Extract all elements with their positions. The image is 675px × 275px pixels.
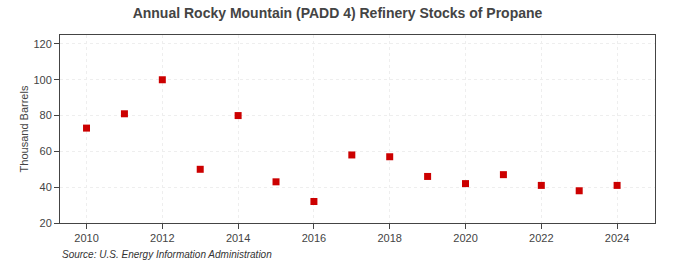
svg-text:2018: 2018 bbox=[377, 232, 401, 244]
svg-text:80: 80 bbox=[40, 109, 52, 121]
svg-text:Source: U.S. Energy Informatio: Source: U.S. Energy Information Administ… bbox=[62, 249, 272, 260]
svg-text:2014: 2014 bbox=[226, 232, 250, 244]
svg-text:2012: 2012 bbox=[150, 232, 174, 244]
svg-text:100: 100 bbox=[33, 74, 51, 86]
svg-text:2020: 2020 bbox=[453, 232, 477, 244]
svg-text:2024: 2024 bbox=[605, 232, 629, 244]
svg-text:2022: 2022 bbox=[529, 232, 553, 244]
svg-text:120: 120 bbox=[33, 38, 51, 50]
svg-text:Annual Rocky Mountain (PADD 4): Annual Rocky Mountain (PADD 4) Refinery … bbox=[133, 5, 543, 21]
svg-text:2016: 2016 bbox=[302, 232, 326, 244]
svg-text:40: 40 bbox=[40, 181, 52, 193]
svg-text:60: 60 bbox=[40, 145, 52, 157]
svg-text:Thousand Barrels: Thousand Barrels bbox=[18, 85, 30, 172]
svg-text:20: 20 bbox=[40, 217, 52, 229]
svg-text:2010: 2010 bbox=[74, 232, 98, 244]
